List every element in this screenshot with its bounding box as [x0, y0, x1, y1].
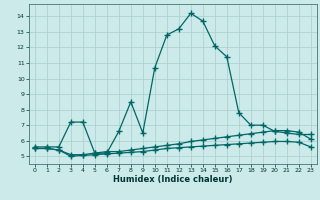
X-axis label: Humidex (Indice chaleur): Humidex (Indice chaleur)	[113, 175, 233, 184]
